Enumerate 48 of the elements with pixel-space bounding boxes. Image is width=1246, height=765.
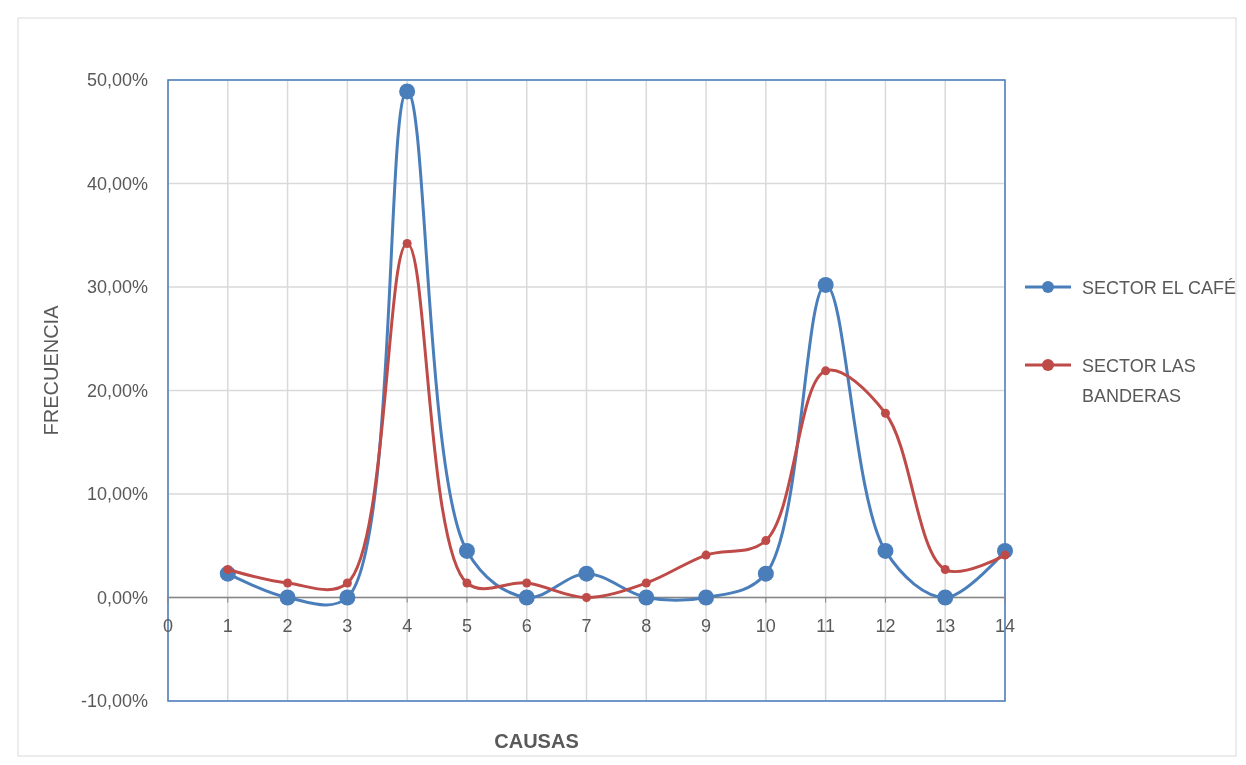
x-tick-label: 3 (342, 615, 353, 636)
point (339, 589, 356, 606)
point (877, 542, 894, 559)
point (518, 589, 535, 606)
x-tick-label: 12 (875, 615, 896, 636)
point (283, 578, 293, 588)
point (940, 565, 950, 575)
point (462, 578, 472, 588)
x-axis-title: CAUSAS (494, 730, 579, 752)
point (698, 589, 715, 606)
y-tick-label: 20,00% (86, 380, 148, 401)
point (578, 565, 595, 582)
point (582, 593, 591, 602)
y-tick-label: 30,00% (86, 277, 148, 297)
x-tick-label: 5 (461, 615, 472, 636)
point (757, 565, 774, 582)
x-tick-label: 4 (402, 615, 413, 636)
point (937, 589, 954, 606)
x-tick-label: 8 (641, 615, 652, 636)
point (701, 550, 711, 560)
x-tick-label: 10 (755, 615, 776, 636)
x-tick-label: 2 (282, 615, 293, 636)
x-tick-label: 7 (581, 615, 592, 636)
point (880, 408, 890, 418)
point (638, 589, 655, 606)
y-tick-label: 0,00% (96, 587, 148, 608)
y-tick-label: 10,00% (86, 484, 148, 504)
point (641, 578, 651, 588)
x-tick-label: 11 (816, 615, 835, 636)
point (402, 239, 412, 249)
point (279, 589, 296, 606)
y-tick-label: 50,00% (86, 70, 148, 90)
y-axis-title: FRECUENCIA (40, 304, 62, 436)
y-tick-label: 40,00% (86, 173, 148, 194)
legend-label: SECTOR LAS BANDERAS (1082, 356, 1196, 406)
point (342, 578, 352, 588)
y-tick-label: -10,00% (80, 691, 148, 711)
point (817, 276, 834, 293)
point (399, 83, 416, 100)
x-tick-label: 1 (222, 615, 233, 636)
x-tick-label: 9 (701, 615, 712, 636)
legend-label: SECTOR EL CAFÉ (1082, 278, 1237, 298)
x-tick-label: 13 (935, 615, 956, 636)
x-tick-label: 6 (521, 615, 532, 636)
point (458, 542, 475, 559)
point (761, 536, 771, 546)
point (522, 578, 532, 588)
point (821, 366, 831, 376)
